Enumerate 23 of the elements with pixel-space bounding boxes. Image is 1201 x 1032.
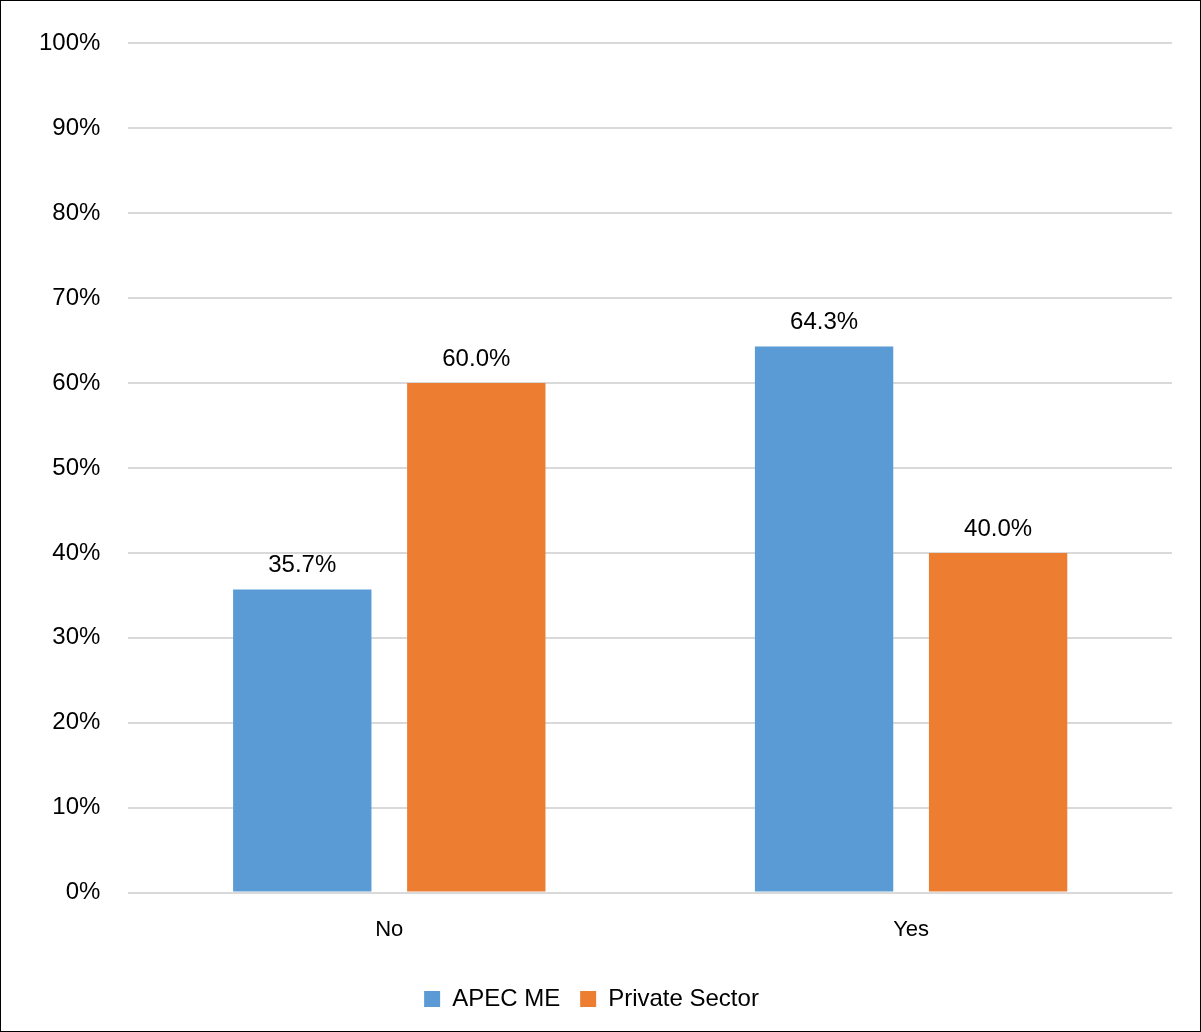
bar: [754, 346, 894, 892]
data-label: 60.0%: [442, 343, 511, 371]
y-tick-label: 90%: [52, 112, 101, 140]
bar: [928, 552, 1068, 892]
data-label: 64.3%: [790, 307, 859, 335]
x-tick-label: Yes: [893, 915, 930, 941]
y-tick-label: 30%: [52, 622, 101, 650]
y-tick-label: 60%: [52, 367, 101, 395]
bar: [233, 589, 372, 892]
y-tick-label: 20%: [52, 707, 101, 735]
data-label: 40.0%: [964, 513, 1033, 541]
y-tick-label: 80%: [52, 197, 101, 225]
y-tick-label: 50%: [52, 452, 101, 480]
y-tick-label: 100%: [38, 28, 101, 56]
y-tick-label: 0%: [65, 877, 101, 905]
legend-label: Private Sector: [608, 983, 759, 1011]
data-label: 35.7%: [268, 550, 337, 578]
y-tick-label: 70%: [52, 282, 101, 310]
y-tick-label: 40%: [52, 537, 101, 565]
x-tick-label: No: [375, 915, 404, 941]
y-tick-label: 10%: [52, 792, 101, 820]
legend-label: APEC ME: [452, 983, 561, 1011]
bar: [407, 383, 546, 892]
